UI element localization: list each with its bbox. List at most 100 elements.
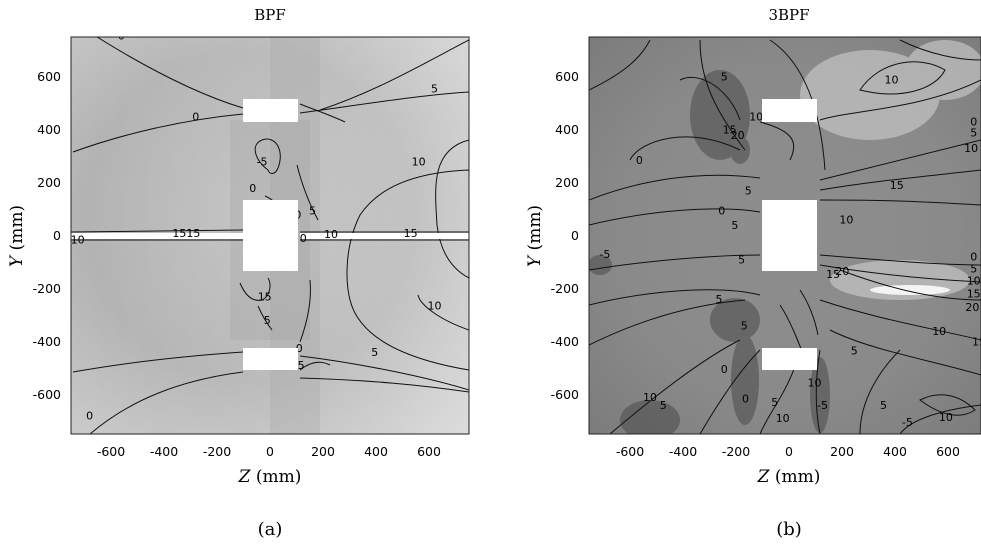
contour-label: 5 <box>309 204 316 217</box>
contour-label: 10 <box>428 300 442 313</box>
contour-label: 0 <box>742 392 749 405</box>
y-tick-label: 400 <box>37 122 61 137</box>
white-block <box>243 99 298 122</box>
contour-label: 10 <box>839 214 853 227</box>
contour-lines <box>589 39 981 434</box>
x-axis-unit: (mm) <box>256 467 302 487</box>
contour-label: 5 <box>970 263 977 276</box>
x-tick-label: 400 <box>364 444 388 459</box>
contour-label: 5 <box>721 71 728 84</box>
plot-area: 0-505-50100515151510010155105-500 <box>71 30 469 434</box>
contour-label: 0 <box>721 363 728 376</box>
contour-label: 15 <box>972 335 981 348</box>
x-tick-label: -400 <box>150 444 178 459</box>
y-axis-label: Y (mm) <box>525 205 545 267</box>
x-tick-label: 0 <box>266 444 274 459</box>
contour-label: 5 <box>970 126 977 139</box>
y-axis-variable: Y <box>525 254 545 267</box>
contour-label: 10 <box>412 155 426 168</box>
x-axis-label: Z (mm) <box>757 467 821 487</box>
contour-label: 10 <box>967 275 981 288</box>
contour-label: 10 <box>939 411 953 424</box>
contour-label: 0 <box>118 30 125 43</box>
x-axis-variable: Z <box>238 467 252 487</box>
contour-label: -5 <box>902 416 913 429</box>
contour-label: 5 <box>980 81 981 94</box>
y-axis: 600 400 200 0 -200 -400 -600 Y (mm) <box>525 69 579 402</box>
x-tick-label: -200 <box>722 444 750 459</box>
x-tick-label: 400 <box>883 444 907 459</box>
white-block <box>762 200 817 271</box>
contour-label: 5 <box>745 185 752 198</box>
x-tick-label: 200 <box>311 444 335 459</box>
contour-label: 20 <box>731 129 745 142</box>
contour-label: 10 <box>71 234 85 247</box>
contour-label: 15 <box>890 179 904 192</box>
x-tick-label: 200 <box>830 444 854 459</box>
heatmap-shading <box>870 285 950 295</box>
plot-area: 5105101520051005150105-55152005101520551… <box>589 37 981 434</box>
y-tick-label: 600 <box>37 69 61 84</box>
contour-label: 5 <box>660 399 667 412</box>
contour-label: 10 <box>324 228 338 241</box>
y-axis-variable: Y <box>7 254 27 267</box>
x-axis: -600 -400 -200 0 200 400 600 Z (mm) <box>97 444 441 487</box>
contour-label: 20 <box>835 265 849 278</box>
contour-label: 10 <box>964 142 978 155</box>
y-tick-label: -600 <box>33 387 61 402</box>
contour-label: 10 <box>776 412 790 425</box>
contour-label: 15 <box>404 227 418 240</box>
chart-panel-bpf: BPF <box>7 6 470 540</box>
chart-panel-3bpf: 3BPF <box>525 6 981 540</box>
contour-label: 5 <box>851 345 858 358</box>
contour-label: 0 <box>718 204 725 217</box>
contour-label: 0 <box>970 116 977 129</box>
x-axis-variable: Z <box>757 467 771 487</box>
x-tick-label: -600 <box>616 444 644 459</box>
contour-label: 5 <box>738 253 745 266</box>
contour-label: 20 <box>965 301 979 314</box>
panel-caption: (a) <box>258 519 283 540</box>
contour-label: 10 <box>932 325 946 338</box>
contour-label: 5 <box>731 219 738 232</box>
white-block <box>243 348 298 370</box>
chart-title: 3BPF <box>768 6 809 24</box>
contour-label: 1515 <box>172 227 200 240</box>
contour-label: 10 <box>808 376 822 389</box>
contour-labels: 5105101520051005150105-55152005101520551… <box>599 71 981 429</box>
white-block <box>243 200 298 271</box>
x-axis-label: Z (mm) <box>238 467 302 487</box>
contour-label: 0 <box>636 154 643 167</box>
contour-shading <box>300 233 469 239</box>
contour-label: 0 <box>192 110 199 123</box>
contour-label: -5 <box>294 359 305 372</box>
contour-label: 10 <box>885 73 899 86</box>
y-axis-unit: (mm) <box>525 205 545 251</box>
heatmap-shading <box>589 70 830 434</box>
x-tick-label: 0 <box>785 444 793 459</box>
contour-label: 10 <box>643 391 657 404</box>
x-tick-label: -600 <box>97 444 125 459</box>
x-tick-label: 600 <box>936 444 960 459</box>
y-axis-label: Y (mm) <box>7 205 27 267</box>
contour-shading <box>71 233 243 239</box>
contour-label: 5 <box>716 293 723 306</box>
contour-label: 5 <box>771 396 778 409</box>
chart-title: BPF <box>254 6 286 24</box>
plot-frame <box>70 36 470 435</box>
contour-label: 0 <box>249 182 256 195</box>
y-tick-label: -400 <box>33 334 61 349</box>
white-block <box>762 348 817 370</box>
contour-label: 15 <box>967 288 981 301</box>
y-tick-label: -600 <box>551 387 579 402</box>
contour-label: 5 <box>741 320 748 333</box>
y-tick-label: 200 <box>37 175 61 190</box>
y-tick-label: 200 <box>555 175 579 190</box>
white-block <box>762 99 817 122</box>
panel-caption: (b) <box>776 519 802 540</box>
contour-label: -5 <box>599 248 610 261</box>
contour-label: 0 <box>86 410 93 423</box>
y-axis-unit: (mm) <box>7 205 27 251</box>
contour-label: 15 <box>258 290 272 303</box>
